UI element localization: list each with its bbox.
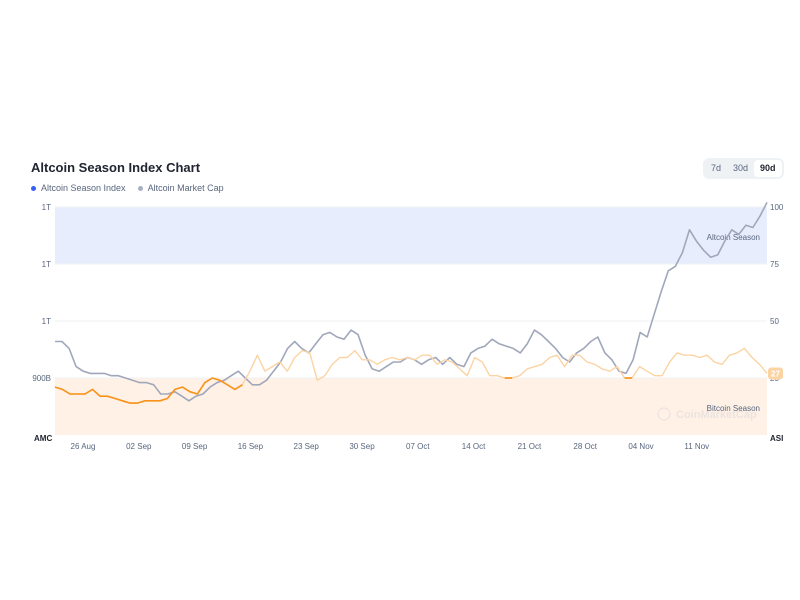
altcoin-season-label: Altcoin Season	[707, 233, 760, 242]
range-30d-button[interactable]: 30d	[733, 163, 749, 173]
x-axis-tick: 04 Nov	[628, 442, 653, 451]
x-axis-tick: 02 Sep	[126, 442, 152, 451]
current-index-value: 27	[771, 369, 780, 378]
legend-dot-icon	[137, 185, 143, 191]
x-axis-tick: 30 Sep	[349, 442, 375, 451]
watermark-text: CoinMarketCap	[676, 409, 757, 421]
legend-item-altcoin-season-index[interactable]: Altcoin Season Index	[31, 183, 126, 193]
x-axis-tick: 16 Sep	[238, 442, 264, 451]
x-axis-tick: 09 Sep	[182, 442, 208, 451]
range-7d-button[interactable]: 7d	[711, 163, 722, 173]
left-axis-tick: 1T	[42, 203, 51, 212]
left-axis-label: AMC	[34, 434, 52, 443]
x-axis-tick: 28 Oct	[573, 442, 597, 451]
right-axis-label: ASI	[770, 434, 783, 443]
altcoin-season-zone	[55, 207, 767, 264]
x-axis-tick: 14 Oct	[462, 442, 486, 451]
x-axis-tick: 11 Nov	[684, 442, 709, 451]
legend-item-altcoin-market-cap[interactable]: Altcoin Market Cap	[137, 183, 224, 193]
legend-label: Altcoin Season Index	[41, 183, 126, 193]
x-axis-tick: 26 Aug	[71, 442, 96, 451]
chart-title: Altcoin Season Index Chart	[31, 160, 201, 175]
watermark-logo-icon	[657, 407, 671, 421]
left-axis-tick: 1T	[42, 317, 51, 326]
legend-dot-icon	[31, 185, 36, 191]
left-axis-tick: 1T	[42, 260, 51, 269]
range-90d-button[interactable]: 90d	[754, 160, 782, 177]
right-axis-tick: 100	[770, 203, 784, 212]
left-axis-tick: 900B	[32, 374, 51, 383]
time-range-selector: 7d 30d 90d	[703, 158, 784, 179]
x-axis-tick: 23 Sep	[294, 442, 320, 451]
x-axis-tick: 21 Oct	[518, 442, 542, 451]
bitcoin-season-label: Bitcoin Season	[707, 404, 760, 413]
right-axis-tick: 50	[770, 317, 779, 326]
current-index-marker	[768, 367, 783, 380]
watermark: CoinMarketCap	[657, 407, 757, 421]
legend-label: Altcoin Market Cap	[147, 183, 224, 193]
right-axis-tick: 75	[770, 260, 779, 269]
x-axis-tick: 07 Oct	[406, 442, 430, 451]
chart-legend: Altcoin Season Index Altcoin Market Cap	[31, 183, 224, 193]
series-altcoin-season-index-segment	[54, 377, 243, 404]
bitcoin-season-zone	[55, 378, 767, 435]
